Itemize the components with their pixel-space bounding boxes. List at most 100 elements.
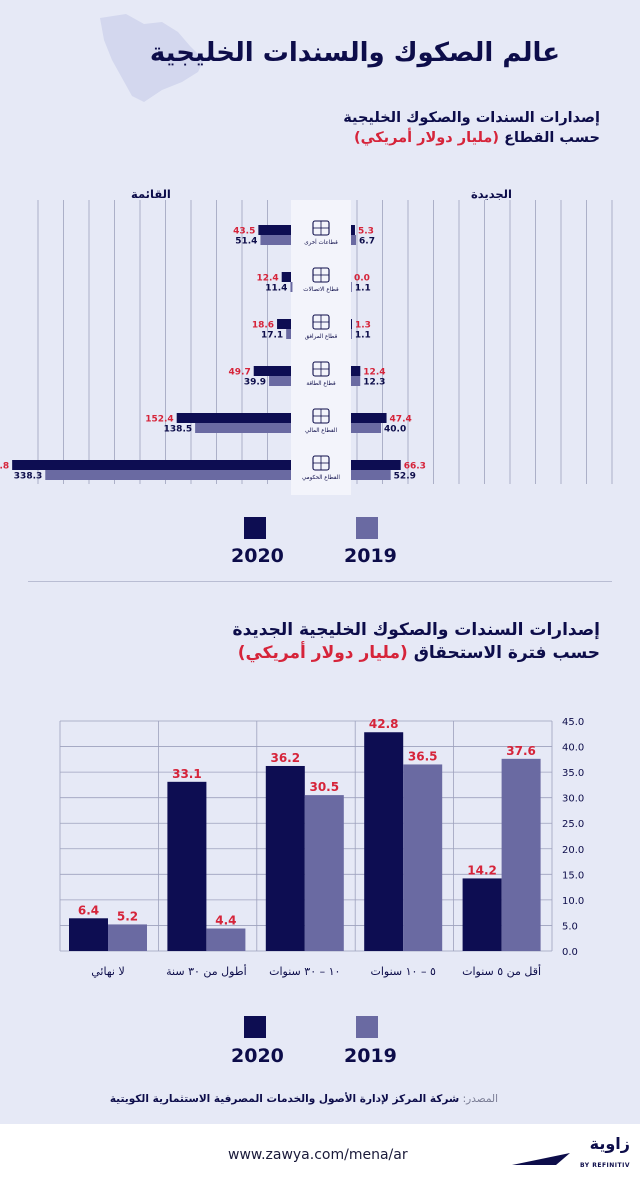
arabian-peninsula-map — [100, 14, 204, 102]
value-existing-2020: 371.8 — [0, 462, 9, 472]
value-new-2019: 6.7 — [359, 237, 375, 247]
value-existing-2019: 11.4 — [265, 284, 287, 294]
sector-chart-title-prefix: حسب القطاع — [499, 130, 600, 146]
bar-new-2019 — [351, 423, 381, 433]
value-new-2020: 66.3 — [404, 462, 426, 472]
y-tick-label: 10.0 — [562, 896, 584, 907]
lightning-icon — [312, 361, 330, 377]
value-existing-2019: 39.9 — [244, 378, 266, 388]
bar-2019 — [108, 924, 147, 951]
bar-new-2019 — [351, 329, 352, 339]
y-tick-label: 35.0 — [562, 768, 584, 779]
source-label: المصدر: — [459, 1093, 498, 1105]
bar-existing-2020 — [176, 413, 291, 423]
value-label-2020: 6.4 — [78, 903, 99, 917]
value-existing-2020: 18.6 — [252, 321, 274, 331]
bar-new-2020 — [351, 225, 355, 235]
page-title: عالم الصكوك والسندات الخليجية — [149, 38, 560, 68]
bar-new-2019 — [351, 470, 391, 480]
value-existing-2020: 49.7 — [229, 368, 251, 378]
value-label-2019: 30.5 — [309, 780, 339, 794]
category-label: القطاع الحكومي — [302, 474, 340, 481]
value-label-2020: 42.8 — [369, 717, 399, 731]
y-tick-label: 0.0 — [562, 947, 578, 958]
bar-existing-2019 — [290, 282, 293, 292]
value-existing-2020: 43.5 — [233, 227, 255, 237]
value-label-2019: 4.4 — [215, 914, 236, 928]
tools-icon — [312, 314, 330, 330]
x-category-label: أقل من ٥ سنوات — [462, 964, 541, 978]
bar-2020 — [69, 918, 108, 951]
value-label-2020: 33.1 — [172, 767, 202, 781]
maturity-chart-units: (مليار دولار أمريكي) — [237, 643, 408, 663]
y-tick-label: 25.0 — [562, 819, 584, 830]
value-new-2019: 12.3 — [363, 378, 385, 388]
bar-existing-2020 — [277, 319, 291, 329]
value-new-2020: 47.4 — [390, 415, 412, 425]
government-building-icon — [312, 455, 330, 471]
sector-chart-units: (مليار دولار أمريكي) — [353, 130, 500, 146]
value-new-2020: 1.3 — [355, 321, 371, 331]
bar-existing-2020 — [258, 225, 291, 235]
telecom-tower-icon — [312, 267, 330, 283]
value-new-2019: 40.0 — [384, 425, 406, 435]
bar-existing-2020 — [253, 366, 291, 376]
maturity-chart-title-prefix: حسب فترة الاستحقاق — [407, 643, 600, 663]
y-tick-label: 45.0 — [562, 717, 584, 728]
maturity-chart-title-line2: حسب فترة الاستحقاق (مليار دولار أمريكي) — [112, 643, 600, 663]
legend2-label-2020: 2020 — [231, 1045, 284, 1067]
icon-column — [291, 200, 351, 495]
bar-new-2020 — [351, 413, 387, 423]
grid-icon — [312, 220, 330, 236]
bar-existing-2019 — [45, 470, 292, 480]
bar-2019 — [501, 758, 541, 951]
sector-chart-title-line2: حسب القطاع (مليار دولار أمريكي) — [163, 130, 600, 146]
legend-label-2019: 2019 — [344, 545, 397, 567]
maturity-bar-chart: 0.0 5.0 10.0 15.0 20.0 25.0 30.0 35.0 40.0 45.0 6… — [59, 717, 584, 978]
footer-url-link[interactable]: www.zawya.com/mena/ar — [228, 1147, 408, 1163]
value-existing-2019: 338.3 — [14, 472, 42, 482]
logo-swoosh-icon — [512, 1153, 570, 1165]
value-label-2019: 36.5 — [408, 749, 438, 763]
bar-new-2020 — [351, 460, 401, 470]
value-new-2019: 1.1 — [355, 331, 371, 341]
bar-2020 — [167, 781, 207, 951]
value-label-2020: 14.2 — [467, 863, 497, 877]
category-label: قطاع الاتصالات — [303, 287, 339, 293]
legend2-label-2019: 2019 — [344, 1045, 397, 1067]
bar-new-2019 — [351, 376, 361, 386]
bar-new-2019 — [351, 235, 357, 245]
y-tick-label: 20.0 — [562, 845, 584, 856]
bar-existing-2019 — [269, 376, 291, 386]
bar-new-2020 — [351, 319, 352, 329]
category-label: قطاعات أخرى — [304, 238, 338, 246]
value-new-2020: 5.3 — [358, 227, 374, 237]
bar-2019 — [403, 764, 443, 951]
value-existing-2020: 152.4 — [145, 415, 173, 425]
value-existing-2020: 12.4 — [256, 274, 278, 284]
category-label: قطاع الطاقة — [306, 381, 336, 387]
existing-group-label: القائمة — [131, 187, 171, 201]
value-new-2020: 12.4 — [363, 368, 385, 378]
legend2-swatch-2020 — [244, 1016, 266, 1038]
zawya-logo[interactable]: زاوية BY REFINITIV — [512, 1134, 630, 1178]
bar-existing-2019 — [195, 423, 291, 433]
sector-bar-chart: 43.551.45.36.712.411.40.01.118.617.11.31… — [0, 200, 613, 495]
category-label: قطاع المرافق — [305, 334, 338, 340]
y-tick-label: 40.0 — [562, 743, 584, 754]
maturity-chart-title-line1: إصدارات السندات والصكوك الخليجية الجديدة — [232, 620, 600, 640]
category-label: القطاع المالي — [305, 428, 338, 434]
bar-2019 — [206, 928, 246, 951]
logo-subtext: BY REFINITIV — [580, 1162, 630, 1169]
y-tick-label: 5.0 — [562, 921, 578, 932]
bar-2020 — [462, 878, 502, 951]
legend-swatch-2020 — [244, 517, 266, 539]
footer-bar — [0, 1124, 640, 1189]
legend2-swatch-2019 — [356, 1016, 378, 1038]
section-divider — [28, 581, 612, 582]
value-existing-2019: 17.1 — [261, 331, 283, 341]
bar-2020 — [364, 732, 404, 951]
coins-icon — [312, 408, 330, 424]
x-category-label: أطول من ٣٠ سنة — [166, 964, 247, 978]
x-category-label: ٥ – ١٠ سنوات — [371, 965, 436, 978]
